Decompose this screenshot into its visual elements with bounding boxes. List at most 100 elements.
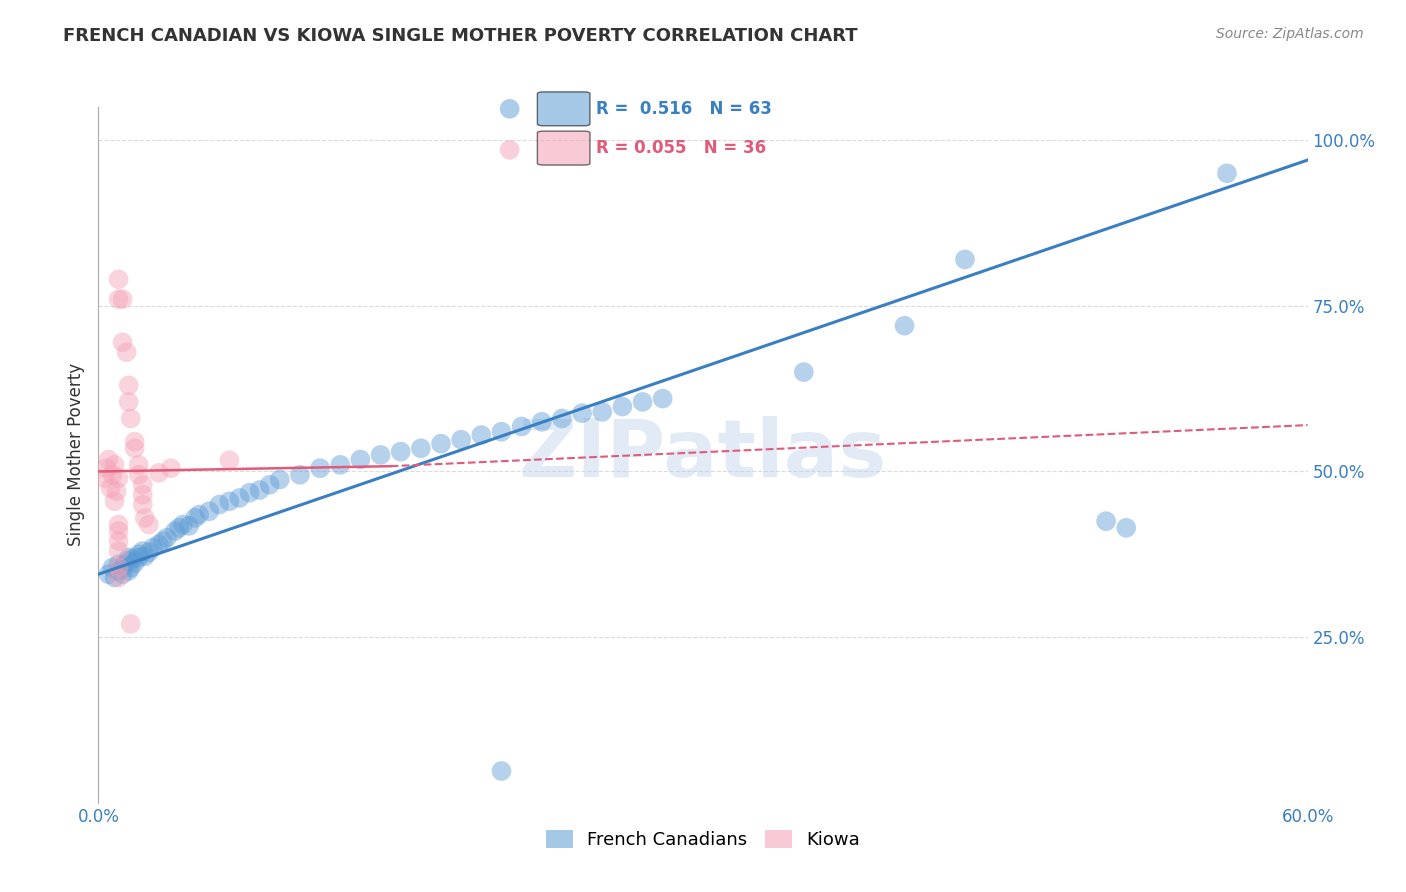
Point bbox=[218, 494, 240, 508]
Point bbox=[111, 560, 134, 574]
Point bbox=[179, 518, 201, 533]
Point bbox=[160, 461, 183, 475]
Point bbox=[148, 537, 170, 551]
Point bbox=[389, 444, 412, 458]
Point bbox=[132, 488, 155, 502]
Point bbox=[103, 570, 125, 584]
Point bbox=[491, 425, 513, 439]
Point bbox=[118, 564, 141, 578]
Point bbox=[93, 471, 115, 485]
Point bbox=[103, 458, 125, 472]
Point bbox=[97, 567, 120, 582]
Text: R =  0.516   N = 63: R = 0.516 N = 63 bbox=[596, 100, 772, 118]
Point bbox=[1095, 514, 1118, 528]
Point bbox=[107, 564, 129, 578]
Point bbox=[1216, 166, 1239, 180]
Point bbox=[953, 252, 976, 267]
Point bbox=[198, 504, 221, 518]
Point bbox=[105, 484, 128, 499]
Point bbox=[188, 508, 211, 522]
Point bbox=[132, 544, 155, 558]
Point bbox=[349, 452, 371, 467]
Point bbox=[409, 442, 432, 456]
Point bbox=[120, 616, 142, 631]
Point bbox=[491, 764, 513, 778]
Point bbox=[124, 442, 146, 456]
Point bbox=[208, 498, 231, 512]
Point bbox=[498, 143, 520, 157]
Point bbox=[107, 517, 129, 532]
Point bbox=[329, 458, 352, 472]
Point bbox=[107, 558, 129, 572]
Point bbox=[793, 365, 815, 379]
Point bbox=[100, 481, 122, 495]
Point bbox=[184, 511, 207, 525]
Point bbox=[118, 378, 141, 392]
Point bbox=[498, 102, 520, 116]
Point bbox=[107, 534, 129, 549]
Point bbox=[470, 428, 492, 442]
Point bbox=[269, 472, 291, 486]
Point bbox=[128, 550, 150, 565]
Point bbox=[120, 560, 142, 574]
Point bbox=[128, 547, 150, 561]
Point bbox=[128, 467, 150, 482]
Text: ZIPatlas: ZIPatlas bbox=[519, 416, 887, 494]
Point bbox=[111, 335, 134, 350]
Point bbox=[96, 461, 118, 475]
Point bbox=[124, 434, 146, 449]
Legend: French Canadians, Kiowa: French Canadians, Kiowa bbox=[538, 822, 868, 856]
Point bbox=[134, 511, 156, 525]
Point bbox=[551, 411, 574, 425]
Point bbox=[530, 415, 553, 429]
Point bbox=[118, 554, 141, 568]
Point bbox=[97, 452, 120, 467]
Point bbox=[239, 485, 262, 500]
Point bbox=[510, 419, 533, 434]
Point bbox=[259, 477, 281, 491]
Point bbox=[142, 541, 165, 555]
Point bbox=[172, 517, 194, 532]
Point bbox=[128, 458, 150, 472]
Point bbox=[591, 405, 613, 419]
Point bbox=[103, 494, 125, 508]
Text: Source: ZipAtlas.com: Source: ZipAtlas.com bbox=[1216, 27, 1364, 41]
Point bbox=[121, 552, 143, 566]
Point bbox=[132, 477, 155, 491]
Point bbox=[1115, 521, 1137, 535]
Point bbox=[163, 524, 186, 538]
Point bbox=[107, 524, 129, 538]
Point bbox=[167, 521, 190, 535]
Y-axis label: Single Mother Poverty: Single Mother Poverty bbox=[66, 363, 84, 547]
Point bbox=[107, 560, 129, 574]
Point bbox=[107, 471, 129, 485]
Point bbox=[115, 345, 138, 359]
Point bbox=[893, 318, 915, 333]
Point bbox=[107, 570, 129, 584]
Point bbox=[101, 467, 124, 482]
Text: FRENCH CANADIAN VS KIOWA SINGLE MOTHER POVERTY CORRELATION CHART: FRENCH CANADIAN VS KIOWA SINGLE MOTHER P… bbox=[63, 27, 858, 45]
Point bbox=[107, 272, 129, 286]
Point bbox=[631, 395, 654, 409]
FancyBboxPatch shape bbox=[537, 131, 591, 165]
Point bbox=[111, 567, 134, 582]
Point bbox=[148, 466, 170, 480]
Point bbox=[107, 292, 129, 306]
Point bbox=[309, 461, 332, 475]
Text: R = 0.055   N = 36: R = 0.055 N = 36 bbox=[596, 139, 766, 157]
Point bbox=[132, 498, 155, 512]
Point bbox=[101, 560, 124, 574]
Point bbox=[651, 392, 673, 406]
Point bbox=[450, 433, 472, 447]
Point bbox=[249, 483, 271, 497]
Point bbox=[138, 545, 160, 559]
Point bbox=[288, 467, 311, 482]
Point bbox=[118, 550, 141, 565]
Point bbox=[152, 534, 174, 549]
Point bbox=[118, 395, 141, 409]
Point bbox=[124, 556, 146, 570]
Point bbox=[107, 544, 129, 558]
Point bbox=[571, 406, 593, 420]
Point bbox=[114, 558, 136, 572]
Point bbox=[120, 411, 142, 425]
